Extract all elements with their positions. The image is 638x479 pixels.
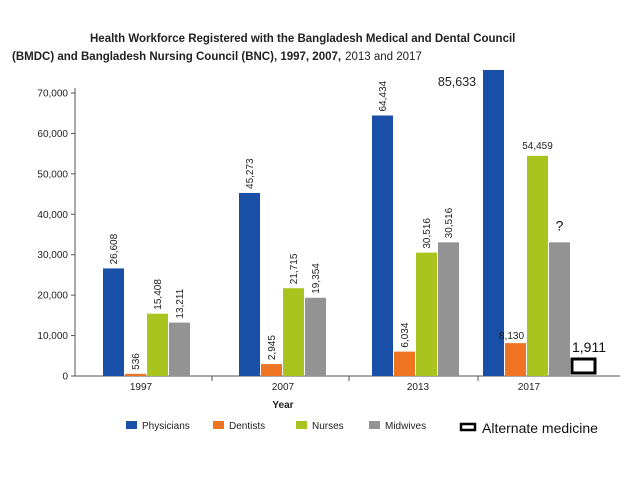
bar-midwives-2013 — [438, 242, 459, 376]
bar-physicians-2013 — [372, 115, 393, 377]
bar-nurses-2017 — [527, 155, 548, 376]
data-label-dentists-2017: 8,130 — [499, 331, 524, 342]
x-axis-title: Year — [272, 400, 293, 411]
data-label-physicians-1997: 26,608 — [109, 233, 120, 264]
y-tick-label: 70,000 — [37, 89, 68, 100]
chart-title-line2: (BMDC) and Bangladesh Nursing Council (B… — [12, 51, 422, 63]
data-label-physicians-2017: 85,633 — [438, 75, 476, 89]
bar-dentists-1997 — [125, 373, 146, 376]
chart-title-line2-bold: (BMDC) and Bangladesh Nursing Council (B… — [12, 51, 341, 63]
x-tick-label: 2017 — [518, 382, 541, 393]
legend-swatch-midwives — [369, 421, 380, 429]
data-labels: 26,608 45,273 64,434 85,633 536 2,945 6,034 8,1… — [109, 75, 606, 370]
y-tick-label: 50,000 — [37, 169, 68, 180]
bar-alternate-medicine-2017 — [570, 357, 597, 375]
bar-nurses-1997 — [147, 313, 168, 376]
y-tick-label: 60,000 — [37, 129, 68, 140]
data-label-nurses-2007: 21,715 — [289, 253, 300, 284]
legend: Physicians Dentists Nurses Midwives Alternat… — [126, 420, 598, 436]
y-tick-label: 10,000 — [37, 331, 68, 342]
data-label-dentists-2013: 6,034 — [400, 322, 411, 347]
bar-nurses-2013 — [416, 252, 437, 376]
y-tick-label: 40,000 — [37, 210, 68, 221]
legend-swatch-alternate-medicine — [459, 422, 477, 432]
legend-swatch-dentists — [213, 421, 224, 429]
legend-label-nurses: Nurses — [312, 421, 344, 432]
bar-physicians-2017 — [483, 70, 504, 376]
chart-title-line1: Health Workforce Registered with the Ban… — [90, 33, 515, 45]
data-label-physicians-2013: 64,434 — [378, 80, 389, 111]
bar-midwives-2017 — [549, 242, 570, 376]
bar-midwives-2007 — [305, 297, 326, 376]
data-label-dentists-1997: 536 — [131, 353, 142, 370]
data-label-nurses-2017: 54,459 — [522, 141, 553, 152]
x-tick-label: 2013 — [407, 382, 430, 393]
bar-dentists-2007 — [261, 364, 282, 376]
data-label-dentists-2007: 2,945 — [267, 335, 278, 360]
data-label-physicians-2007: 45,273 — [245, 158, 256, 189]
data-label-midwives-2007: 19,354 — [311, 263, 322, 294]
data-label-nurses-1997: 15,408 — [153, 279, 164, 310]
data-label-nurses-2013: 30,516 — [422, 218, 433, 249]
legend-label-alternate-medicine: Alternate medicine — [482, 420, 598, 436]
bar-dentists-2013 — [394, 351, 415, 376]
y-tick-label: 0 — [62, 372, 68, 383]
x-axis: 1997 2007 2013 2017 — [75, 375, 620, 393]
bar-nurses-2007 — [283, 288, 304, 376]
legend-label-dentists: Dentists — [229, 421, 265, 432]
legend-label-physicians: Physicians — [142, 421, 190, 432]
y-tick-label: 20,000 — [37, 291, 68, 302]
bar-physicians-2007 — [239, 192, 260, 376]
legend-swatch-physicians — [126, 421, 137, 429]
data-label-alternate-medicine-2017: 1,911 — [572, 339, 606, 355]
data-label-midwives-2013: 30,516 — [444, 207, 455, 238]
x-tick-label: 1997 — [130, 382, 153, 393]
legend-swatch-nurses — [296, 421, 307, 429]
bar-midwives-1997 — [169, 322, 190, 376]
y-axis: 0 10,000 20,000 30,000 40,000 50,000 60,000 70,… — [37, 88, 76, 383]
bar-physicians-1997 — [103, 268, 124, 376]
data-label-midwives-1997: 13,211 — [175, 288, 186, 318]
y-tick-label: 30,000 — [37, 250, 68, 261]
chart-title-line2-plain: 2013 and 2017 — [345, 51, 422, 63]
legend-label-midwives: Midwives — [385, 421, 426, 432]
x-tick-label: 2007 — [272, 382, 295, 393]
bar-dentists-2017 — [505, 343, 526, 376]
bars — [103, 70, 597, 377]
data-label-midwives-2017: ? — [556, 217, 564, 233]
